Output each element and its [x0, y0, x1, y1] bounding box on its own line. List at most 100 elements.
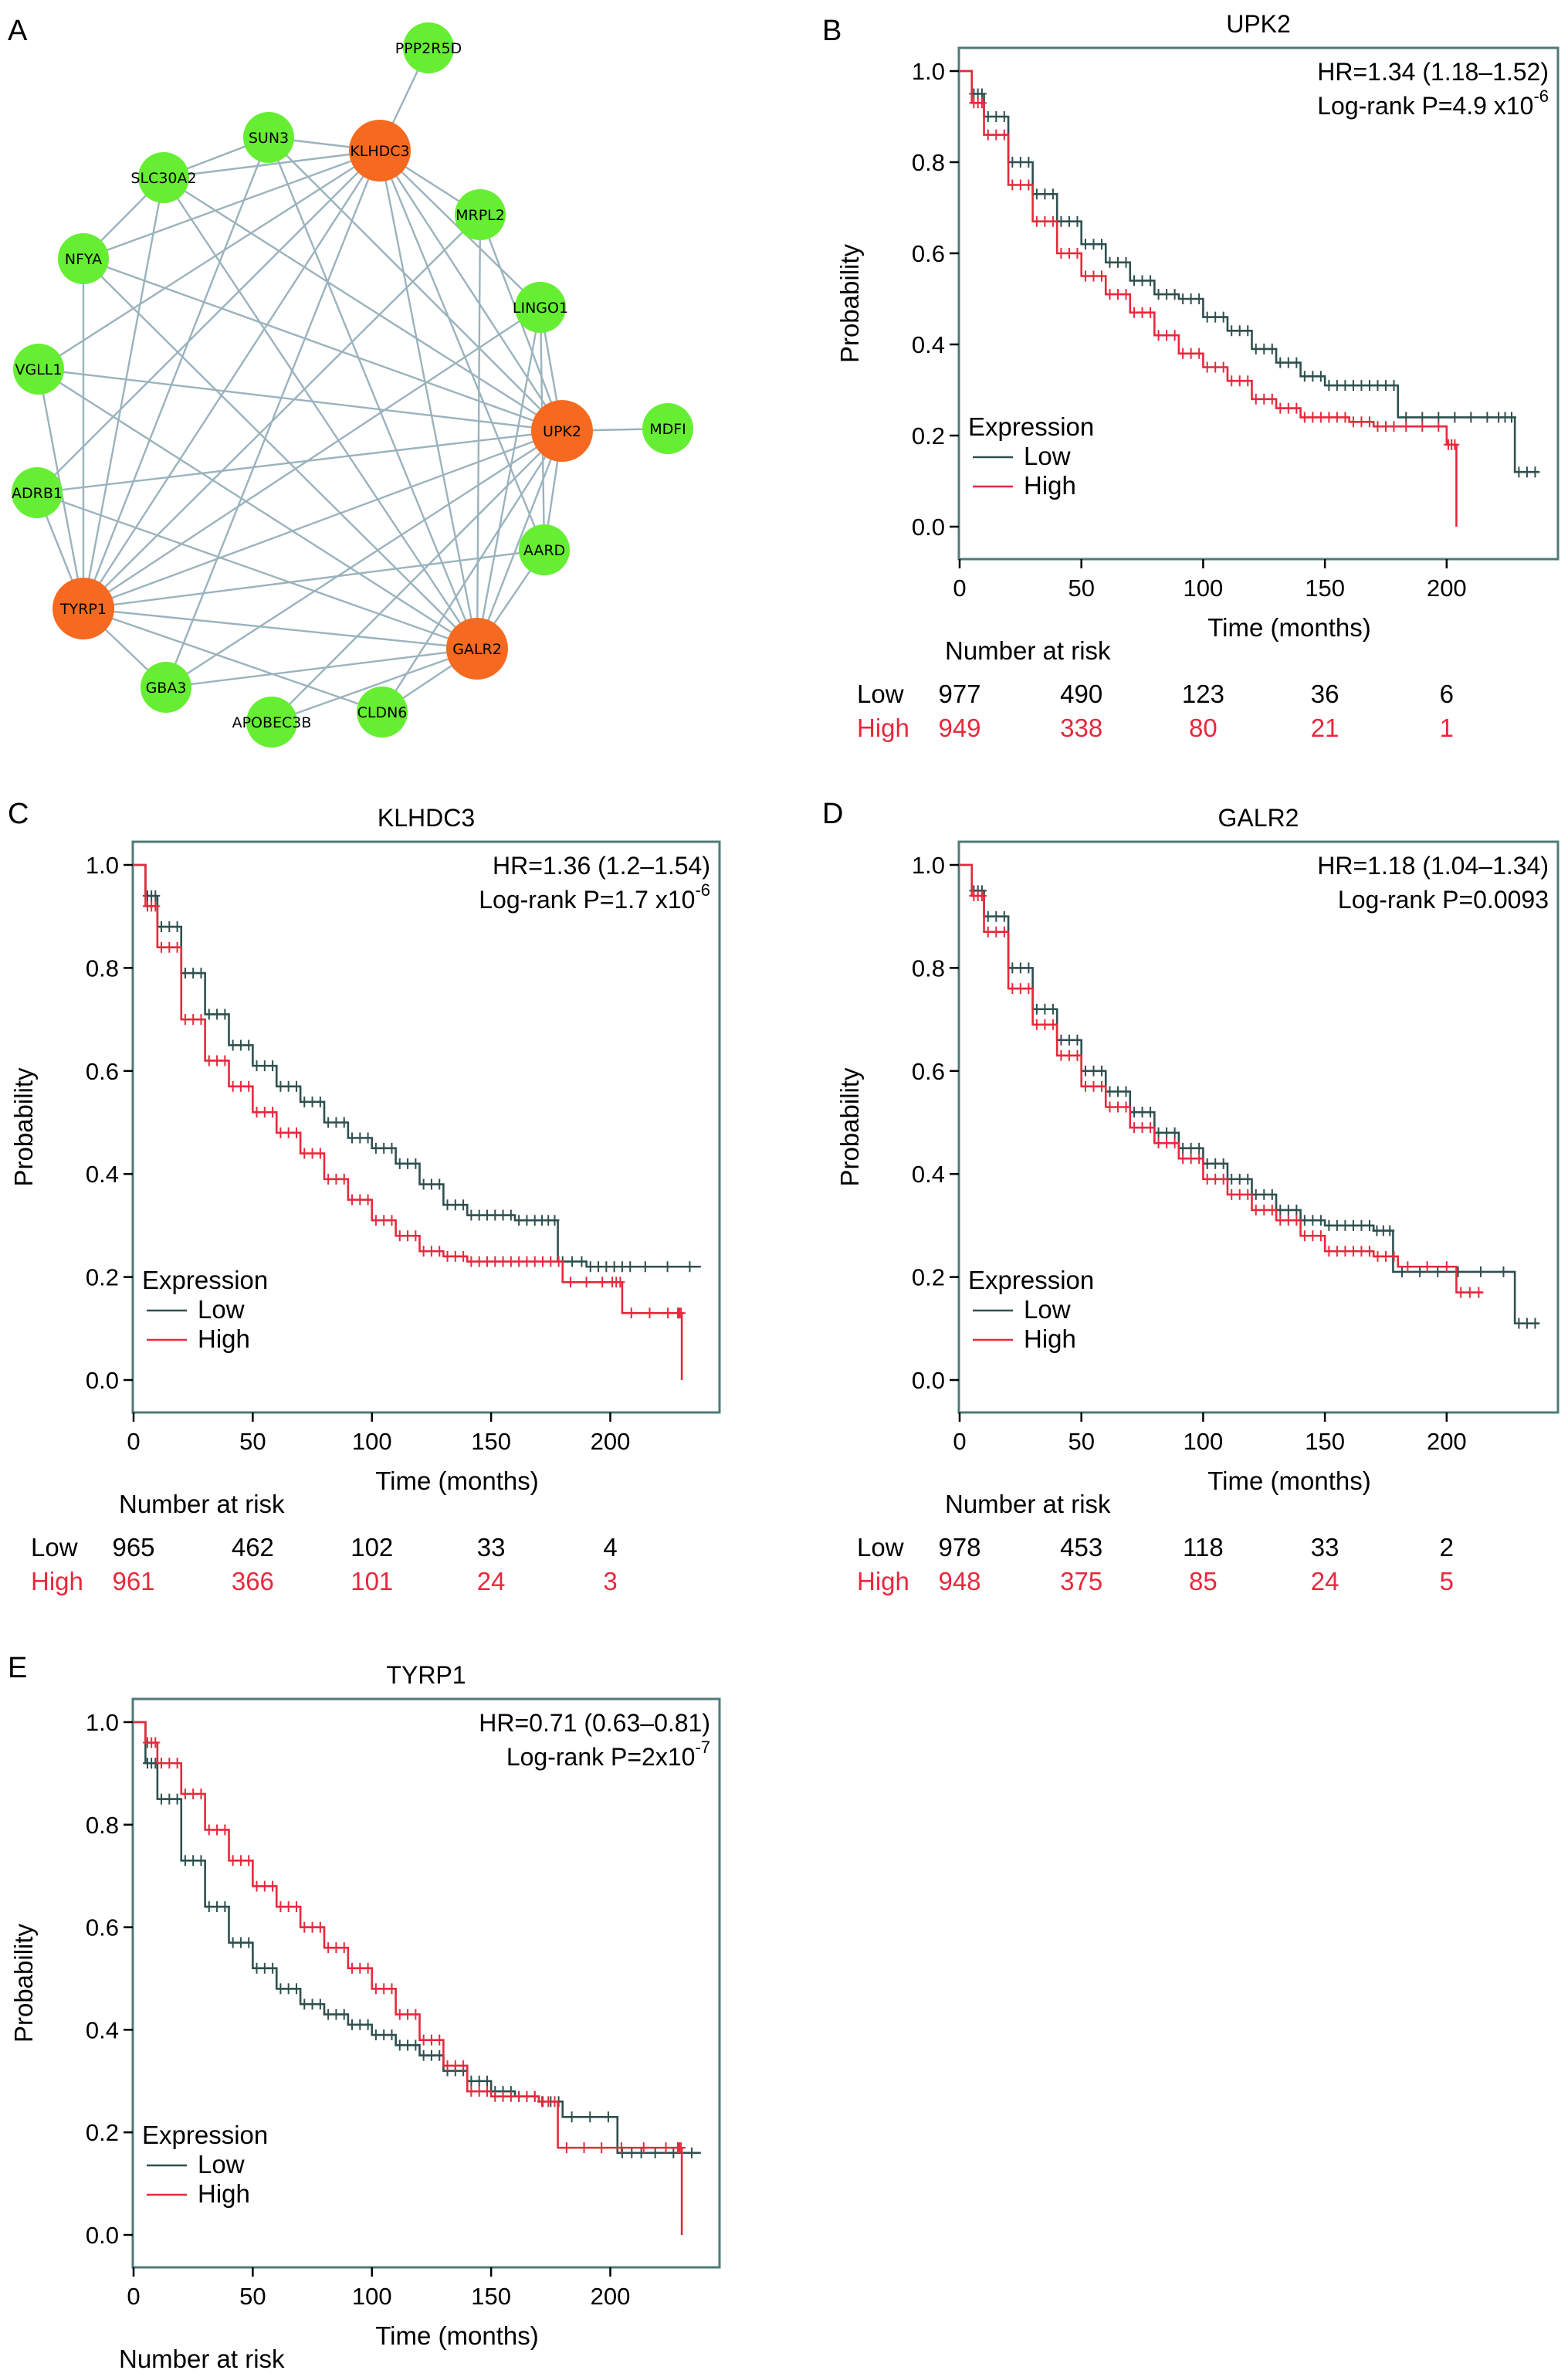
censor-mark — [252, 1880, 262, 1892]
censor-mark — [1332, 412, 1342, 423]
censor-mark — [459, 2060, 469, 2071]
censor-mark — [1121, 1101, 1131, 1113]
x-axis-label: Time (months) — [1207, 1467, 1370, 1495]
y-tick-label: 0.0 — [912, 1367, 945, 1394]
censor-mark — [172, 1758, 182, 1769]
y-tick-label: 0.0 — [86, 2222, 119, 2249]
censor-mark — [538, 1256, 548, 1267]
censor-mark — [300, 1148, 310, 1159]
censor-mark — [1299, 412, 1309, 423]
censor-mark — [339, 1173, 349, 1185]
censor-mark — [1015, 157, 1025, 168]
censor-mark — [387, 1142, 397, 1154]
censor-mark — [1031, 1019, 1041, 1030]
censor-mark — [411, 2040, 421, 2051]
censor-mark — [363, 1194, 373, 1205]
legend-label-low: Low — [198, 2150, 245, 2179]
censor-mark — [1348, 1219, 1358, 1231]
censor-mark — [1096, 239, 1106, 250]
censor-mark — [686, 2147, 696, 2158]
network-edge — [378, 150, 546, 551]
censor-mark — [1096, 1080, 1106, 1092]
series-line-high — [960, 863, 1484, 1294]
censor-mark — [418, 2034, 428, 2046]
censor-mark — [450, 2060, 460, 2071]
network-node-label: SUN3 — [249, 130, 289, 147]
risk-value: 965 — [112, 1533, 154, 1561]
censor-mark — [1211, 1158, 1221, 1169]
network-edge — [83, 548, 545, 610]
censor-mark — [196, 1855, 206, 1867]
censor-mark — [1340, 412, 1350, 423]
censor-mark — [650, 2147, 660, 2158]
censor-mark — [482, 2086, 492, 2097]
censor-mark — [490, 1256, 500, 1267]
censor-mark — [1308, 1230, 1318, 1242]
censor-mark — [426, 1246, 436, 1257]
censor-mark — [1475, 1266, 1485, 1277]
censor-mark — [1441, 1261, 1451, 1273]
network-node — [12, 467, 63, 518]
logrank-annotation: Log-rank P=1.7 x10-6 — [479, 880, 710, 914]
censor-mark — [1015, 962, 1025, 974]
censor-mark — [244, 1080, 254, 1092]
censor-mark — [164, 941, 174, 953]
censor-mark — [1283, 357, 1293, 368]
censor-mark — [466, 1256, 476, 1267]
risk-value: 3 — [603, 1567, 617, 1595]
censor-mark — [276, 1080, 286, 1092]
series-line-low — [134, 1721, 701, 2155]
censor-mark — [1403, 1261, 1413, 1273]
censor-mark — [1105, 1101, 1115, 1113]
censor-mark — [347, 1194, 357, 1205]
network-node-label: MRPL2 — [455, 207, 505, 224]
censor-mark — [474, 2075, 484, 2087]
censor-mark — [363, 2019, 373, 2030]
logrank-exponent: -6 — [1533, 86, 1549, 106]
logrank-annotation: Log-rank P=2x10-7 — [506, 1738, 710, 1771]
censor-mark — [355, 1194, 365, 1205]
network-node-label: VGLL1 — [15, 361, 63, 378]
panel-letter: D — [822, 798, 843, 830]
censor-mark — [1308, 412, 1318, 423]
network-node — [357, 687, 408, 738]
censor-mark — [1162, 1127, 1172, 1138]
censor-mark — [1373, 1250, 1383, 1262]
risk-value: 24 — [477, 1567, 506, 1595]
censor-mark — [435, 2034, 445, 2046]
censor-mark — [663, 1307, 673, 1319]
censor-mark — [546, 1256, 556, 1267]
network-edge — [83, 306, 541, 610]
censor-mark — [617, 1261, 627, 1273]
censor-mark — [1008, 983, 1018, 995]
censor-mark — [1194, 1142, 1204, 1154]
logrank-text: Log-rank P=0.0093 — [1338, 886, 1549, 914]
censor-mark — [347, 2019, 357, 2030]
censor-mark — [1064, 248, 1074, 259]
risk-value: 33 — [477, 1533, 506, 1561]
risk-row-label: High — [857, 714, 909, 742]
censor-mark — [1137, 1122, 1147, 1134]
logrank-text: Log-rank P=1.7 x10 — [479, 886, 695, 914]
y-tick-label: 0.0 — [86, 1367, 119, 1394]
censor-mark — [1389, 1250, 1399, 1262]
censor-mark — [1170, 289, 1180, 300]
network-node — [642, 403, 693, 454]
censor-mark — [355, 2019, 365, 2030]
censor-mark — [498, 1256, 508, 1267]
censor-mark — [1056, 1049, 1066, 1061]
censor-mark — [1096, 270, 1106, 282]
censor-mark — [676, 2142, 686, 2154]
censor-mark — [379, 1142, 389, 1154]
censor-mark — [1299, 371, 1309, 382]
censor-mark — [1137, 307, 1147, 318]
x-tick-label: 0 — [953, 1428, 966, 1455]
censor-mark — [1194, 348, 1204, 359]
censor-mark — [506, 1209, 516, 1221]
censor-mark — [1121, 289, 1131, 300]
km-panel-galr2: D GALR2 0.0 0.2 0.4 0.6 0.8 1.0 0 50 100 150 200 Time… — [822, 798, 1560, 1595]
censor-mark — [1465, 1287, 1475, 1298]
censor-mark — [1434, 412, 1444, 423]
censor-mark — [220, 1824, 230, 1836]
y-tick-label: 0.4 — [86, 2016, 119, 2043]
